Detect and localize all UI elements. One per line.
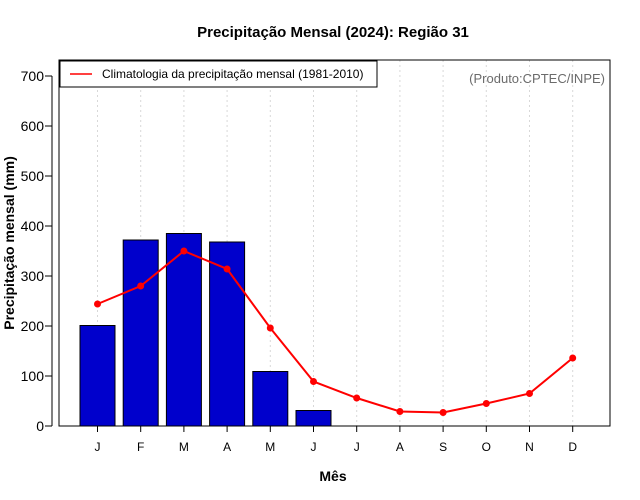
x-tick-label: J: [95, 440, 101, 454]
x-tick-label: M: [265, 440, 275, 454]
y-tick-label: 700: [21, 68, 45, 84]
climatology-point: [137, 282, 145, 290]
climatology-point: [266, 324, 274, 332]
bar: [252, 371, 289, 427]
x-axis-label: Mês: [319, 468, 346, 484]
climatology-series: [94, 247, 577, 416]
climatology-point: [482, 400, 490, 407]
x-tick-label: D: [568, 440, 577, 454]
y-tick-label: 300: [21, 268, 45, 284]
x-tick-label: N: [525, 440, 534, 454]
climatology-point: [223, 265, 231, 273]
x-tick-label: F: [137, 440, 144, 454]
climatology-point: [439, 409, 447, 416]
x-tick-label: S: [439, 440, 447, 454]
legend-label: Climatologia da precipitação mensal (198…: [102, 67, 363, 81]
bar: [122, 239, 159, 427]
y-tick-label: 500: [21, 168, 45, 184]
y-tick-label: 200: [21, 318, 45, 334]
x-tick-label: A: [396, 440, 404, 454]
climatology-line: [97, 249, 574, 414]
x-tick-label: J: [311, 440, 317, 454]
y-axis-label: Precipitação mensal (mm): [1, 156, 17, 330]
climatology-point: [310, 378, 317, 385]
chart-title: Precipitação Mensal (2024): Região 31: [197, 24, 469, 41]
climatology-point: [526, 390, 533, 397]
climatology-point: [353, 394, 361, 402]
legend-box: [59, 60, 378, 88]
climatology-point: [396, 408, 404, 415]
legend: Climatologia da precipitação mensal (198…: [59, 60, 378, 88]
climatology-point: [569, 354, 577, 362]
y-tick-label: 100: [21, 368, 45, 384]
bar-series: [79, 233, 332, 427]
bar: [209, 241, 246, 427]
bar: [165, 233, 202, 427]
bar: [79, 325, 116, 427]
source-annotation: (Produto:CPTEC/INPE): [469, 71, 605, 86]
plot-frame: [58, 59, 611, 427]
x-tick-label: J: [354, 440, 360, 454]
x-tick-label: O: [482, 440, 491, 454]
x-tick-label: M: [179, 440, 189, 454]
y-tick-label: 400: [21, 218, 45, 234]
climatology-point: [180, 247, 188, 255]
climatology-point: [94, 300, 101, 308]
y-tick-label: 600: [21, 118, 45, 134]
y-axis: 0 100 200 300 400 500 600 700: [21, 68, 53, 434]
x-tick-label: A: [223, 440, 231, 454]
bar: [295, 410, 332, 427]
y-tick-label: 0: [36, 418, 44, 434]
